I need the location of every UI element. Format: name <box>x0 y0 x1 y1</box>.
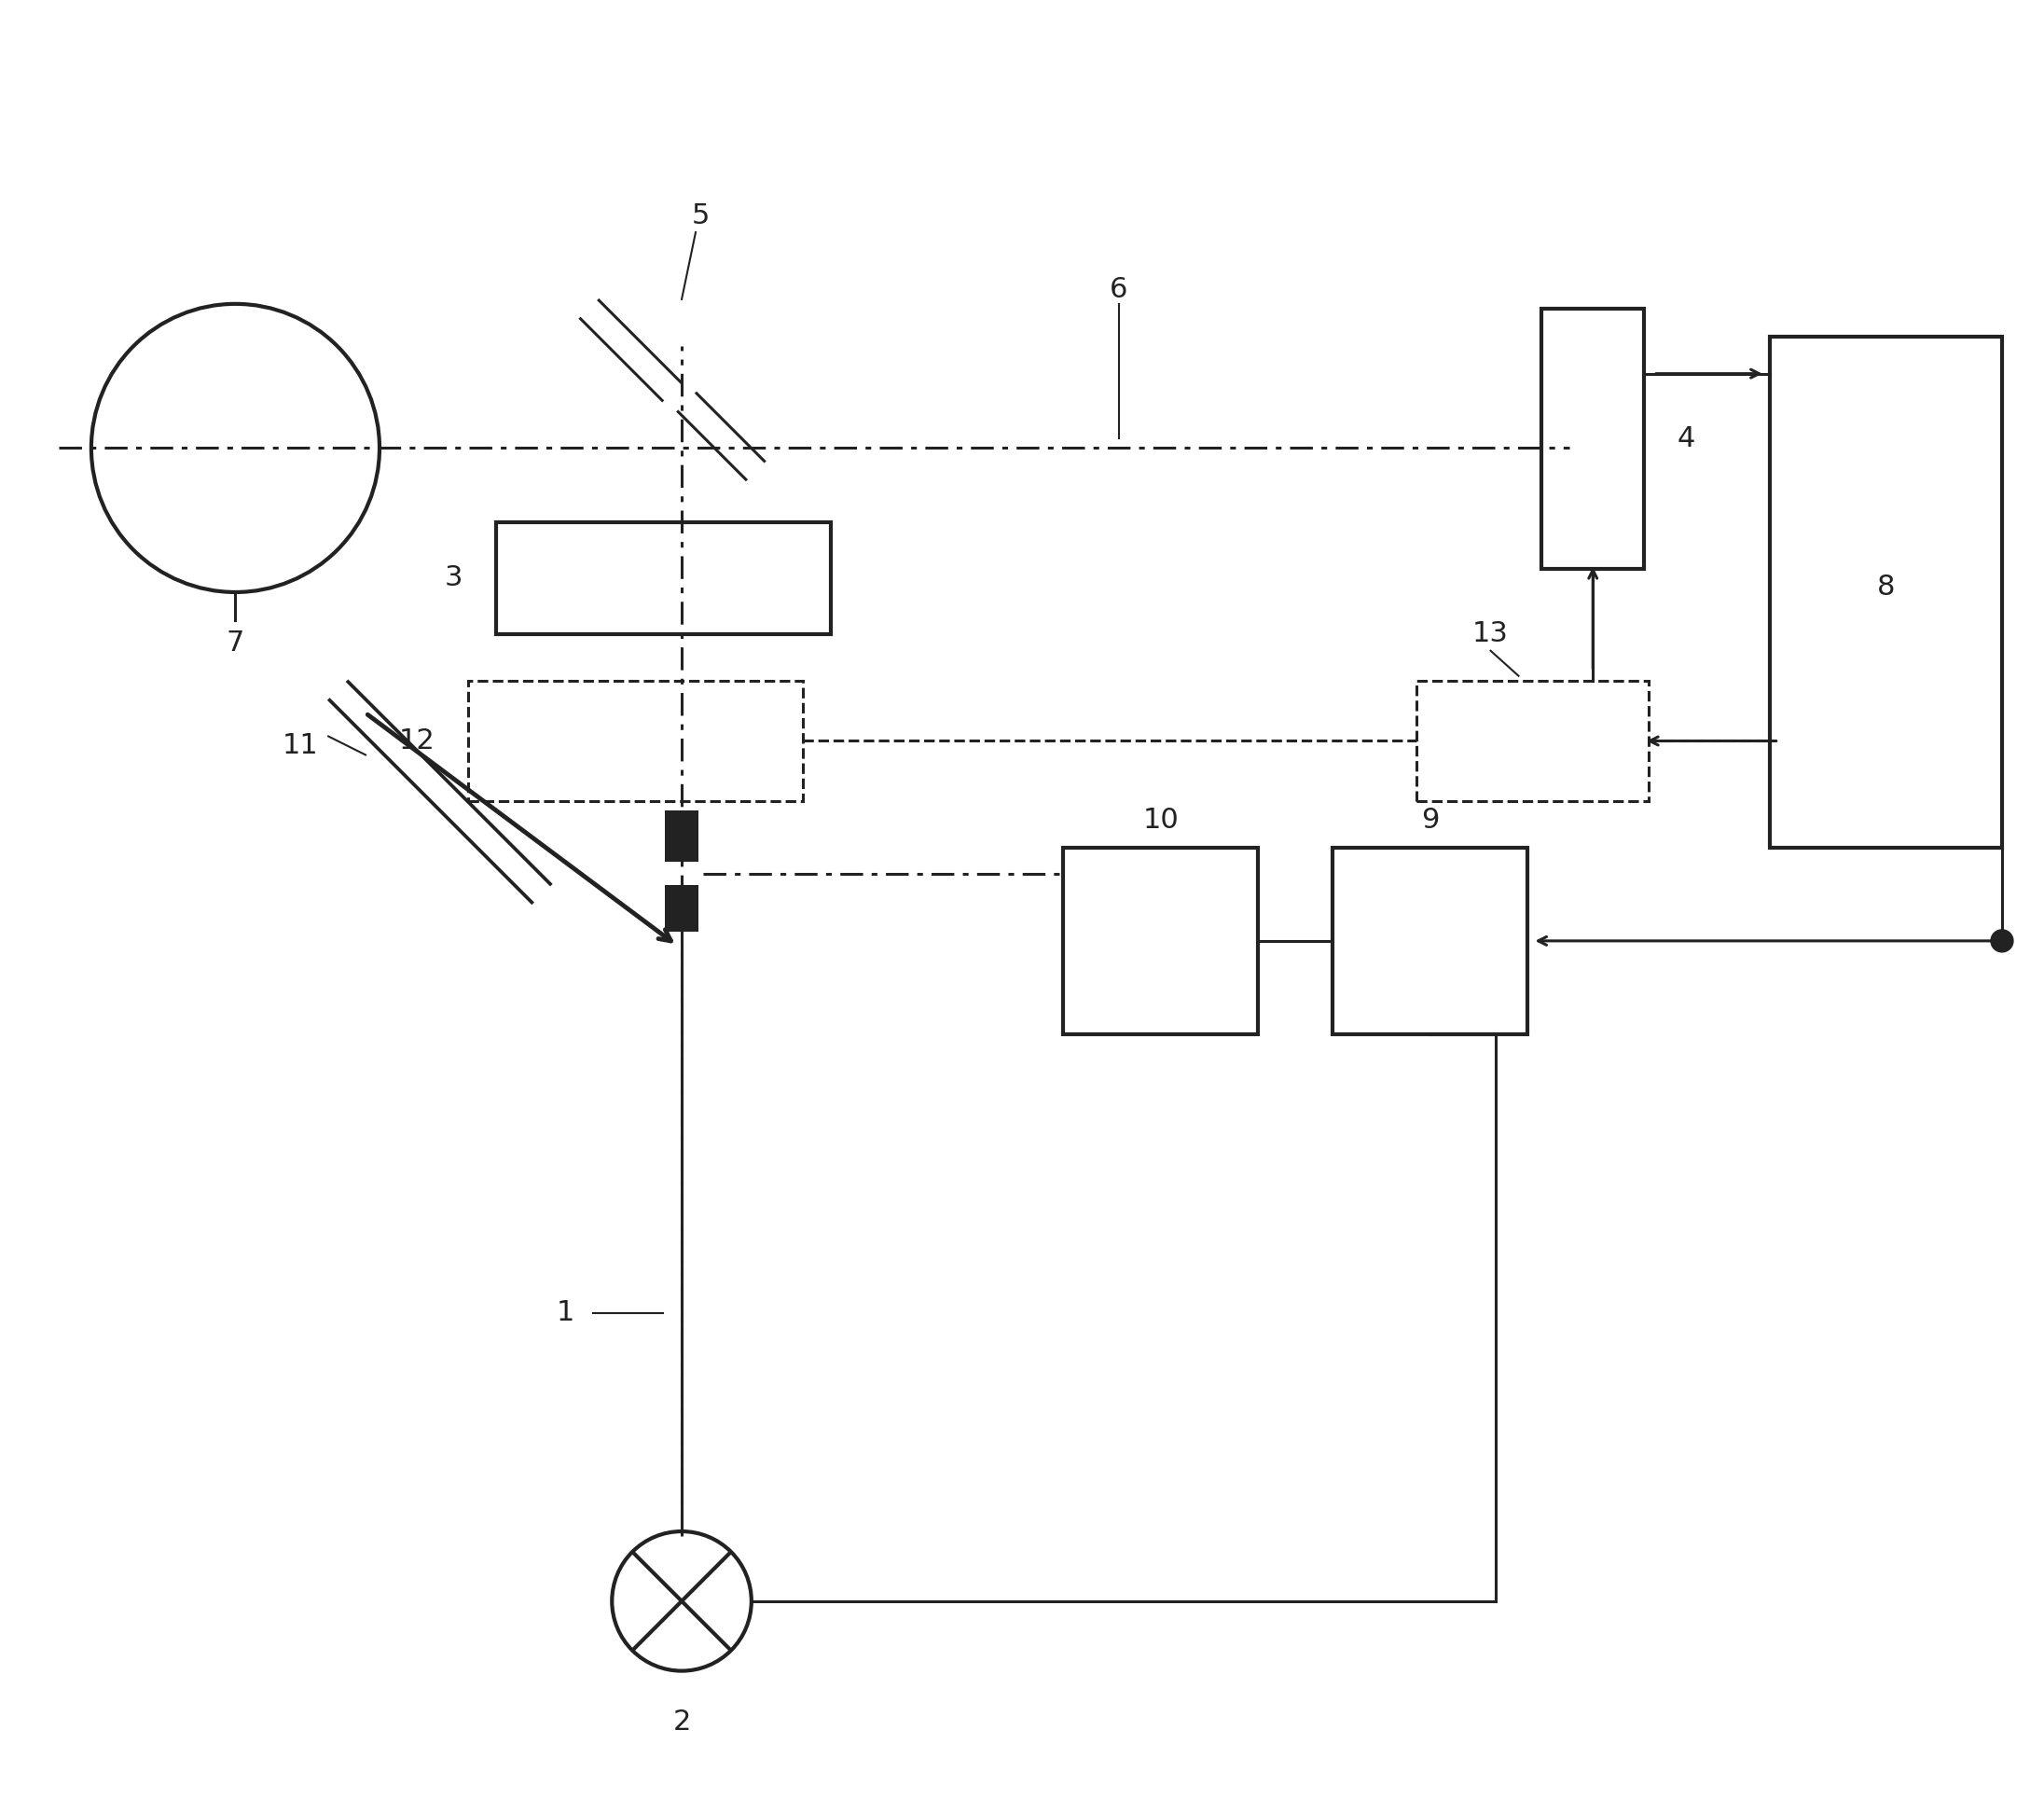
Bar <box>664 811 699 862</box>
Bar <box>468 680 803 801</box>
Text: 4: 4 <box>1676 425 1694 452</box>
Text: 11: 11 <box>282 732 319 759</box>
Text: 1: 1 <box>556 1299 574 1326</box>
Text: 7: 7 <box>227 630 245 657</box>
Bar <box>1333 847 1527 1034</box>
Bar <box>1541 309 1643 568</box>
Text: 8: 8 <box>1876 574 1895 601</box>
Bar <box>1770 336 2001 847</box>
Text: 5: 5 <box>691 201 709 228</box>
Text: 6: 6 <box>1110 277 1128 304</box>
Text: 10: 10 <box>1143 806 1179 833</box>
Bar <box>497 522 830 633</box>
Bar <box>664 885 699 932</box>
Text: 12: 12 <box>399 727 435 754</box>
Bar <box>1063 847 1259 1034</box>
Bar <box>1416 680 1650 801</box>
Circle shape <box>1991 930 2013 952</box>
Text: 13: 13 <box>1472 621 1508 648</box>
Text: 2: 2 <box>672 1709 691 1736</box>
Text: 9: 9 <box>1421 806 1439 833</box>
Text: 3: 3 <box>446 565 464 592</box>
